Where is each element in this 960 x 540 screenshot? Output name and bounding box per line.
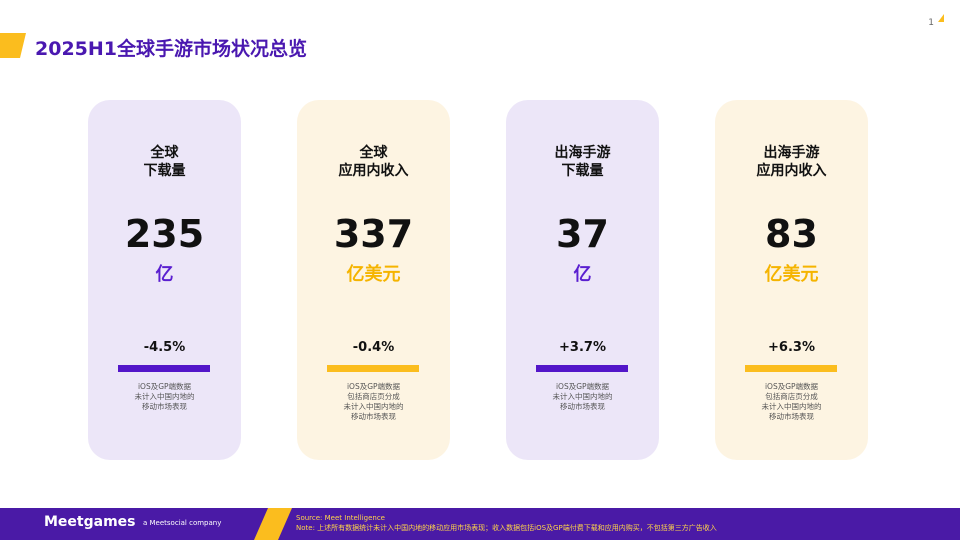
card-bar (327, 365, 419, 372)
card-unit: 亿美元 (764, 264, 819, 285)
card-change: +3.7% (559, 340, 606, 355)
card-title: 出海手游 下载量 (506, 144, 659, 180)
card-unit: 亿 (155, 264, 174, 285)
card-title-line: 下载量 (561, 163, 604, 179)
card-unit: 亿 (573, 264, 592, 285)
card-value: 337 (333, 212, 414, 256)
card-title-line: 下载量 (143, 163, 186, 179)
card-note-line: 移动市场表现 (351, 412, 396, 421)
stat-card: 出海手游下载量 37 亿 +3.7% iOS及GP端数据 未计入中国内地的 移动市场表现 (506, 100, 659, 460)
card-note-line: 未计入中国内地的 (343, 402, 404, 411)
card-note-line: 包括商店页分成 (765, 392, 818, 401)
source: Source: Meet Intelligence Note: 上述所有数据统计未… (296, 513, 717, 533)
card-value: 83 (765, 212, 818, 256)
card-notes: iOS及GP端数据 包括商店页分成 未计入中国内地的 移动市场表现 (715, 382, 868, 422)
card-note-line: 未计入中国内地的 (552, 392, 613, 401)
card-value: 37 (556, 212, 609, 256)
note-text: Note: 上述所有数据统计未计入中国内地的移动应用市场表现；收入数据包括iOS… (296, 524, 717, 532)
card-notes: iOS及GP端数据 未计入中国内地的 移动市场表现 (88, 382, 241, 412)
card-title-line: 全球 (150, 145, 179, 161)
card-note-line: 移动市场表现 (142, 402, 187, 411)
card-note-line: iOS及GP端数据 (764, 382, 819, 391)
card-bar (118, 365, 210, 372)
card-note-line: 移动市场表现 (769, 412, 814, 421)
card-change: +6.3% (768, 340, 815, 355)
card-change: -4.5% (143, 340, 186, 355)
card-note-line: iOS及GP端数据 (346, 382, 401, 391)
card-notes: iOS及GP端数据 包括商店页分成 未计入中国内地的 移动市场表现 (297, 382, 450, 422)
card-title-line: 出海手游 (763, 145, 820, 161)
card-note-line: iOS及GP端数据 (137, 382, 192, 391)
card-bar (536, 365, 628, 372)
slide-title: 2025H1全球手游市场状况总览 (35, 38, 308, 60)
card-title: 出海手游 应用内收入 (715, 144, 868, 180)
card-note-line: 移动市场表现 (560, 402, 605, 411)
stat-card: 全球下载量 235 亿 -4.5% iOS及GP端数据 未计入中国内地的 移动市场表现 (88, 100, 241, 460)
stat-card: 全球应用内收入 337 亿美元 -0.4% iOS及GP端数据 包括商店页分成 未计入中国内… (297, 100, 450, 460)
card-unit: 亿美元 (346, 264, 401, 285)
page-number: 1 (928, 18, 934, 28)
card-note-line: 包括商店页分成 (347, 392, 400, 401)
card-title-line: 全球 (359, 145, 388, 161)
card-note-line: 未计入中国内地的 (761, 402, 822, 411)
card-title-line: 出海手游 (554, 145, 611, 161)
card-bar (745, 365, 837, 372)
card-note-line: iOS及GP端数据 (555, 382, 610, 391)
card-change: -0.4% (352, 340, 395, 355)
card-title-line: 应用内收入 (338, 163, 409, 179)
card-value: 235 (124, 212, 205, 256)
source-text: Source: Meet Intelligence (296, 514, 385, 522)
stat-card: 出海手游应用内收入 83 亿美元 +6.3% iOS及GP端数据 包括商店页分成 未计入中国… (715, 100, 868, 460)
tagline: a Meetsocial company (143, 519, 222, 527)
card-title: 全球 应用内收入 (297, 144, 450, 180)
logo: Meetgames (44, 514, 136, 530)
card-notes: iOS及GP端数据 未计入中国内地的 移动市场表现 (506, 382, 659, 412)
card-title: 全球 下载量 (88, 144, 241, 180)
card-note-line: 未计入中国内地的 (134, 392, 195, 401)
card-title-line: 应用内收入 (756, 163, 827, 179)
